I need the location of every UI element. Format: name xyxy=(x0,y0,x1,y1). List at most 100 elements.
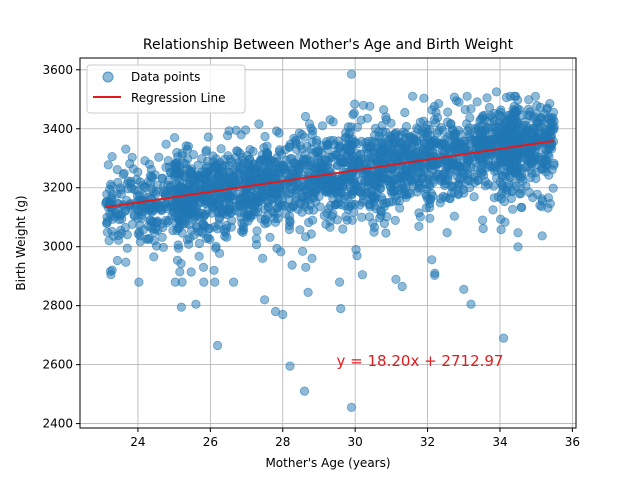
data-point xyxy=(489,181,499,191)
data-point xyxy=(307,129,317,140)
data-point xyxy=(512,146,522,156)
data-point xyxy=(524,95,534,105)
data-point xyxy=(436,194,446,204)
data-point xyxy=(216,144,226,154)
data-point xyxy=(161,139,171,149)
data-point xyxy=(540,144,550,154)
data-point xyxy=(227,157,237,167)
data-point xyxy=(250,169,260,180)
data-point xyxy=(205,234,215,244)
data-point xyxy=(433,99,444,109)
data-point xyxy=(285,217,295,227)
data-point xyxy=(398,144,408,154)
data-point xyxy=(182,145,192,155)
data-point xyxy=(428,147,438,158)
data-point xyxy=(251,240,262,250)
data-point xyxy=(281,209,291,219)
data-point xyxy=(504,122,515,132)
data-point xyxy=(513,228,523,238)
data-point xyxy=(114,235,124,245)
data-point xyxy=(456,140,466,150)
data-point xyxy=(186,267,196,277)
data-point xyxy=(430,268,440,278)
data-point xyxy=(212,224,222,234)
legend-label-line: Regression Line xyxy=(131,91,225,105)
data-point xyxy=(251,162,261,172)
data-point xyxy=(170,133,180,143)
data-point xyxy=(315,202,325,212)
data-point xyxy=(127,152,137,162)
data-point xyxy=(352,251,362,261)
data-point xyxy=(513,242,523,252)
data-point xyxy=(278,309,288,320)
data-point xyxy=(489,116,499,126)
x-tick-label: 26 xyxy=(203,435,218,449)
data-point xyxy=(358,100,368,110)
data-point xyxy=(386,118,396,128)
data-point xyxy=(222,232,232,242)
data-point xyxy=(478,170,489,180)
data-point xyxy=(285,361,295,371)
data-point xyxy=(424,170,434,180)
data-point xyxy=(107,152,117,162)
data-point xyxy=(274,145,285,155)
data-point xyxy=(306,229,316,239)
data-point xyxy=(158,242,168,252)
data-point xyxy=(307,253,317,263)
data-point xyxy=(455,129,465,139)
data-point xyxy=(514,171,524,181)
data-point xyxy=(498,150,509,160)
data-point xyxy=(313,154,323,164)
data-point xyxy=(225,201,235,211)
data-point xyxy=(395,203,405,213)
data-point xyxy=(418,116,429,126)
data-point xyxy=(538,123,549,133)
data-point xyxy=(113,177,123,187)
data-point xyxy=(185,233,195,243)
data-point xyxy=(322,139,332,149)
data-point xyxy=(391,274,401,284)
data-point xyxy=(150,227,160,237)
data-point xyxy=(257,253,268,263)
data-point xyxy=(266,169,276,179)
data-point xyxy=(173,240,183,250)
x-axis-label: Mother's Age (years) xyxy=(265,456,390,470)
data-point xyxy=(425,213,435,223)
data-point xyxy=(157,232,167,242)
data-point xyxy=(177,277,187,287)
data-point xyxy=(233,146,243,157)
data-point xyxy=(162,204,172,214)
data-point xyxy=(241,172,251,182)
x-axis-ticks: 24 26 28 30 32 34 36 xyxy=(130,428,580,449)
data-point xyxy=(245,198,255,208)
data-point xyxy=(199,221,209,231)
data-point xyxy=(381,112,391,122)
legend: Data points Regression Line xyxy=(86,64,246,114)
data-point xyxy=(341,212,351,222)
data-point xyxy=(420,128,430,139)
data-point xyxy=(546,116,556,126)
data-point xyxy=(325,216,335,226)
data-point xyxy=(475,128,485,138)
data-point xyxy=(465,113,475,123)
y-tick-label: 2400 xyxy=(42,417,73,431)
data-point xyxy=(137,210,147,220)
data-point xyxy=(412,137,422,147)
data-point xyxy=(454,174,465,184)
data-point xyxy=(497,181,508,191)
data-point xyxy=(243,216,253,226)
data-point xyxy=(517,202,527,213)
data-point xyxy=(203,132,213,142)
data-point xyxy=(466,104,476,114)
data-point xyxy=(404,132,415,142)
data-point xyxy=(133,167,143,177)
data-point xyxy=(188,214,198,224)
data-point xyxy=(419,163,429,173)
data-point xyxy=(252,226,262,236)
data-point xyxy=(491,162,501,172)
data-points xyxy=(101,69,559,412)
data-point xyxy=(369,222,380,232)
data-point xyxy=(121,257,131,267)
data-point xyxy=(459,155,469,165)
data-point xyxy=(361,138,371,148)
